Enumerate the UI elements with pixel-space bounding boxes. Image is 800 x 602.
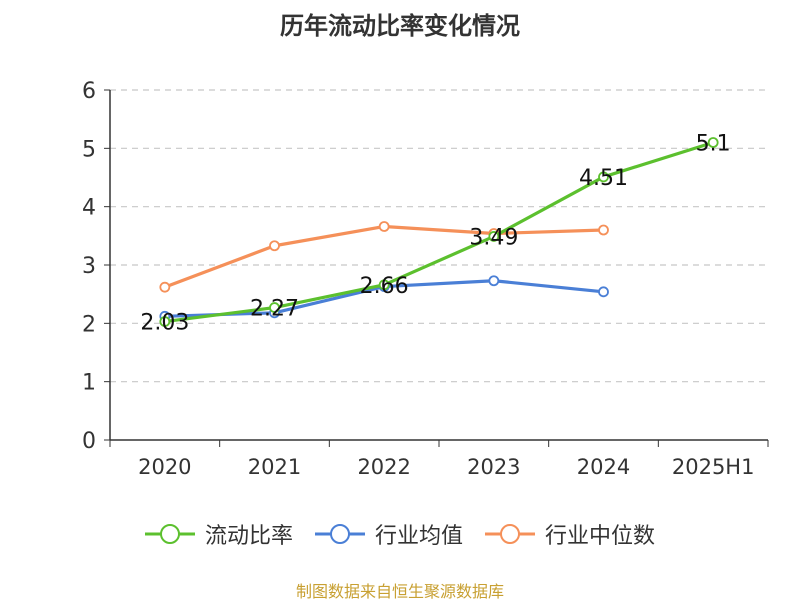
data-label: 2.27 bbox=[250, 297, 299, 322]
y-tick-label: 4 bbox=[82, 196, 96, 221]
legend-marker-icon bbox=[485, 524, 535, 544]
data-point bbox=[598, 171, 609, 183]
y-tick-label: 5 bbox=[82, 137, 96, 162]
legend: 流动比率 行业均值 行业中位数 bbox=[0, 518, 800, 550]
data-source-note: 制图数据来自恒生聚源数据库 bbox=[295, 582, 504, 601]
data-point bbox=[378, 279, 390, 291]
legend-marker-icon bbox=[144, 524, 195, 544]
y-tick-label: 3 bbox=[82, 254, 96, 279]
chart-title: 历年流动比率变化情况 bbox=[280, 12, 520, 40]
data-label: 3.49 bbox=[469, 225, 518, 250]
data-point bbox=[269, 240, 280, 252]
legend-item-industry-mean[interactable]: 行业均值 bbox=[314, 518, 463, 550]
x-tick-label: 2024 bbox=[577, 455, 630, 479]
data-point bbox=[269, 302, 280, 313]
data-label: 5.1 bbox=[696, 132, 731, 157]
x-tick-label: 2021 bbox=[248, 455, 301, 479]
data-point bbox=[488, 231, 500, 242]
x-tick-label: 2025H1 bbox=[672, 455, 755, 479]
data-point bbox=[707, 137, 719, 148]
x-tick-label: 2020 bbox=[138, 455, 191, 479]
data-point bbox=[488, 275, 500, 287]
legend-label: 行业中位数 bbox=[545, 524, 656, 549]
x-tick-label: 2022 bbox=[357, 455, 410, 479]
data-point bbox=[598, 286, 609, 298]
x-tick-label: 2023 bbox=[467, 455, 520, 479]
legend-label: 流动比率 bbox=[204, 524, 293, 549]
data-point bbox=[378, 221, 390, 232]
data-label: 4.51 bbox=[579, 166, 628, 191]
data-point bbox=[159, 281, 171, 293]
data-label: 2.03 bbox=[140, 311, 189, 336]
y-tick-label: 1 bbox=[82, 371, 96, 396]
legend-label: 行业均值 bbox=[374, 524, 463, 549]
data-label: 2.66 bbox=[360, 274, 409, 299]
y-tick-label: 2 bbox=[82, 312, 96, 337]
y-tick-label: 0 bbox=[82, 429, 96, 454]
y-tick-label: 6 bbox=[82, 79, 96, 104]
legend-item-current-ratio[interactable]: 流动比率 bbox=[144, 518, 293, 550]
data-point bbox=[598, 224, 609, 236]
series-line bbox=[164, 140, 714, 324]
legend-item-industry-median[interactable]: 行业中位数 bbox=[485, 518, 655, 550]
data-point bbox=[159, 316, 171, 327]
legend-marker-icon bbox=[314, 524, 365, 544]
